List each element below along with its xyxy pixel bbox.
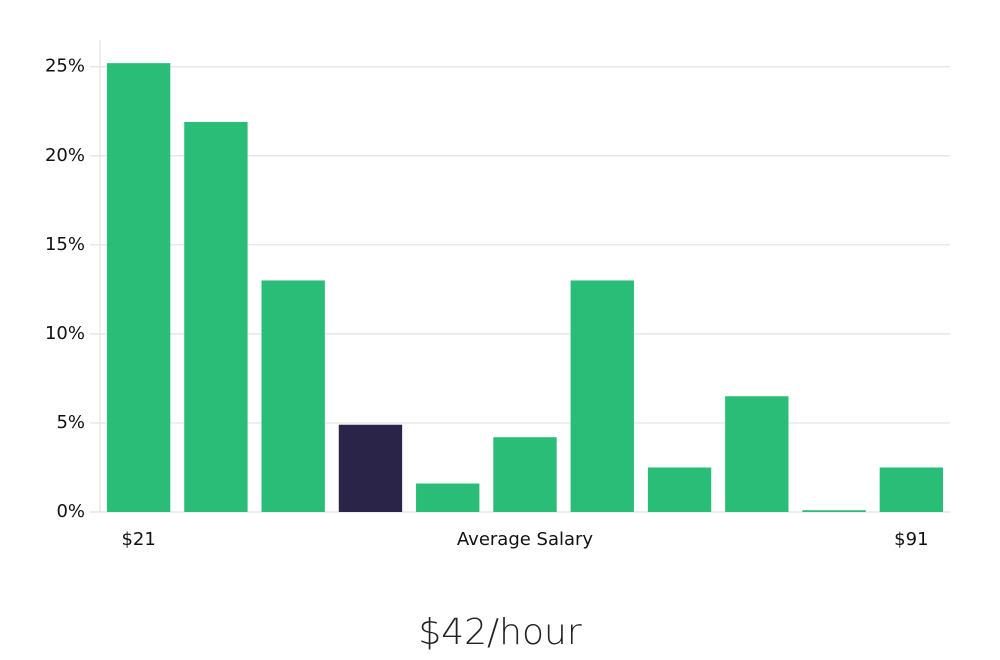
bar bbox=[493, 437, 557, 512]
bar bbox=[261, 280, 325, 512]
y-tick-label: 15% bbox=[45, 234, 85, 255]
bar bbox=[416, 483, 480, 512]
x-tick-label: $91 bbox=[894, 529, 928, 550]
caption: $42/hour bbox=[418, 612, 582, 653]
bar bbox=[338, 424, 403, 512]
y-tick-label: 0% bbox=[56, 501, 85, 522]
bar bbox=[570, 280, 634, 512]
bar bbox=[802, 510, 866, 512]
bar bbox=[725, 396, 789, 512]
x-tick-label: $21 bbox=[121, 529, 155, 550]
y-tick-label: 20% bbox=[45, 145, 85, 166]
y-tick-label: 25% bbox=[45, 56, 85, 77]
bar bbox=[184, 121, 248, 513]
x-axis-label: Average Salary bbox=[457, 529, 594, 550]
y-tick-label: 10% bbox=[45, 323, 85, 344]
y-tick-label: 5% bbox=[56, 412, 85, 433]
bar bbox=[879, 467, 944, 512]
bar bbox=[106, 63, 171, 512]
bar bbox=[647, 467, 712, 512]
